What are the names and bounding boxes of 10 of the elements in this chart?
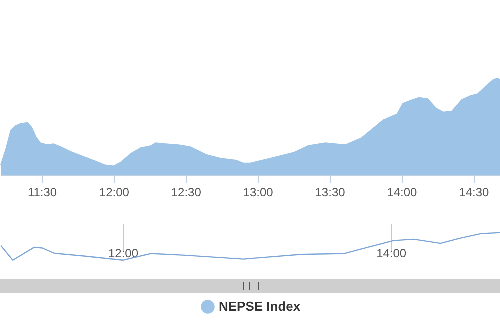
legend-label: NEPSE Index <box>219 299 302 314</box>
x-tick-label: 13:00 <box>243 186 274 200</box>
x-tick-label: 12:30 <box>171 186 202 200</box>
x-tick-label: 11:30 <box>28 186 58 200</box>
x-tick-label: 12:00 <box>99 186 130 200</box>
x-tick-label: 14:00 <box>376 246 407 260</box>
x-tick-label: 14:00 <box>387 186 418 200</box>
x-tick-label: 12:00 <box>108 246 139 260</box>
x-tick-label: 13:30 <box>315 186 346 200</box>
x-tick-label: 14:30 <box>459 186 490 200</box>
